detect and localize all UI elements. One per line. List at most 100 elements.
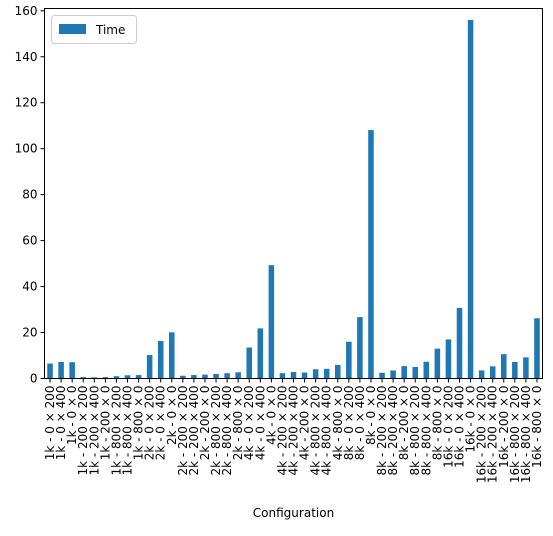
bar [357, 317, 363, 379]
bar [268, 265, 275, 379]
bar [91, 377, 98, 379]
bar [290, 372, 297, 379]
y-tick-label: 160 [15, 4, 38, 18]
x-tick-label: 2k - 800 × 0 [231, 386, 245, 461]
bar [58, 361, 64, 379]
bar [368, 130, 374, 379]
x-tick-label: 8k - 800 × 0 [430, 386, 444, 461]
bar [445, 339, 452, 379]
x-tick-label: 8k - 200 × 0 [397, 386, 411, 461]
bar [423, 361, 430, 379]
x-tick-label: 4k - 0 × 0 [264, 386, 278, 446]
x-tick-label: 1k - 800 × 400 [121, 386, 135, 476]
x-tick-label: 16k - 200 × 400 [486, 386, 500, 484]
x-tick-label: 4k - 800 × 0 [331, 386, 345, 461]
bar [478, 370, 485, 379]
bar [169, 332, 175, 379]
y-tick-label: 20 [22, 326, 37, 340]
x-tick-label: 8k - 0 × 0 [364, 386, 378, 446]
x-tick-label: 4k - 200 × 0 [298, 386, 312, 461]
x-tick-label: 4k - 200 × 200 [275, 386, 289, 476]
bar [213, 373, 219, 379]
bar [456, 307, 463, 379]
y-tick-label: 40 [22, 280, 37, 294]
x-tick-label: 8k - 200 × 400 [386, 386, 400, 476]
bar [279, 373, 286, 379]
x-tick-label: 1k - 0 × 0 [65, 386, 79, 446]
legend-label: Time [95, 23, 125, 37]
y-tick-label: 80 [22, 188, 37, 202]
x-tick-label: 16k - 200 × 200 [475, 385, 489, 483]
bar [157, 341, 164, 379]
x-tick-label: 4k - 0 × 400 [253, 386, 267, 461]
bar [467, 19, 474, 379]
x-tick-label: 8k - 800 × 200 [408, 386, 422, 476]
bar [401, 366, 407, 379]
x-tick-label: 4k - 800 × 400 [320, 386, 334, 476]
x-tick-label: 16k - 0 × 0 [464, 385, 478, 452]
bar [202, 374, 208, 379]
bar [113, 376, 120, 379]
legend-swatch [59, 24, 86, 34]
bar [235, 372, 241, 379]
bar [323, 368, 330, 379]
bar [312, 369, 319, 379]
x-tick-label: 1k - 200 × 200 [76, 386, 90, 476]
x-tick-label: 2k - 200 × 400 [187, 386, 201, 476]
x-tick-label: 16k - 800 × 0 [530, 386, 544, 468]
bar [47, 363, 53, 379]
bar [346, 341, 352, 379]
x-tick-label: 8k - 200 × 200 [375, 386, 389, 476]
x-tick-label: 4k - 800 × 200 [309, 386, 323, 476]
x-tick-label: 1k - 800 × 200 [109, 386, 123, 476]
x-tick-label: 16k - 800 × 200 [508, 386, 522, 484]
bar [80, 377, 86, 379]
y-tick-label: 60 [22, 234, 37, 248]
y-tick-label: 100 [15, 142, 38, 156]
bar [124, 375, 131, 379]
bars-layer [47, 19, 540, 379]
x-tick-label: 4k - 200 × 400 [287, 386, 301, 476]
bar [257, 328, 264, 379]
y-axis: 0 20 40 60 80 100 120 140 160 [15, 4, 45, 386]
bar [512, 361, 518, 379]
bar [390, 370, 396, 379]
x-tick-label: 16k - 800 × 400 [519, 386, 533, 484]
bar [335, 364, 341, 379]
bar [191, 375, 197, 379]
bar [523, 357, 529, 379]
x-tick-label: 16k - 0 × 200 [441, 386, 455, 468]
x-tick-label: 8k - 0 × 200 [342, 386, 356, 461]
x-tick-label: 1k - 0 × 400 [54, 386, 68, 461]
bar [534, 318, 540, 379]
x-tick-label: 8k - 0 × 400 [353, 386, 367, 461]
x-tick-label: 2k - 200 × 0 [198, 386, 212, 461]
x-tick-label: 2k - 200 × 200 [176, 386, 190, 476]
x-tick-label: 2k - 0 × 400 [154, 386, 168, 461]
x-tick-label: 16k - 200 × 0 [497, 386, 511, 468]
x-tick-label: 1k - 200 × 400 [87, 386, 101, 476]
bar [412, 367, 418, 379]
bar [301, 372, 308, 379]
x-tick-label: 1k - 0 × 200 [43, 386, 57, 461]
x-tick-label: 2k - 0 × 200 [143, 386, 157, 461]
x-tick-label: 2k - 800 × 400 [220, 386, 234, 476]
x-axis-label: Configuration [253, 506, 334, 520]
x-tick-label: 16k - 0 × 400 [453, 386, 467, 468]
x-tick-label: 1k - 800 × 0 [132, 386, 146, 461]
bar [246, 347, 252, 379]
bar [146, 355, 153, 379]
bar [379, 372, 385, 379]
x-tick-label: 2k - 0 × 0 [165, 386, 179, 446]
y-tick-label: 140 [15, 50, 38, 64]
bar [501, 354, 507, 379]
bar [224, 373, 230, 379]
x-tick-label: 4k - 0 × 200 [242, 386, 256, 461]
y-tick-label: 120 [15, 96, 38, 110]
bar [69, 362, 75, 379]
bar [135, 375, 142, 379]
bar [489, 366, 496, 379]
